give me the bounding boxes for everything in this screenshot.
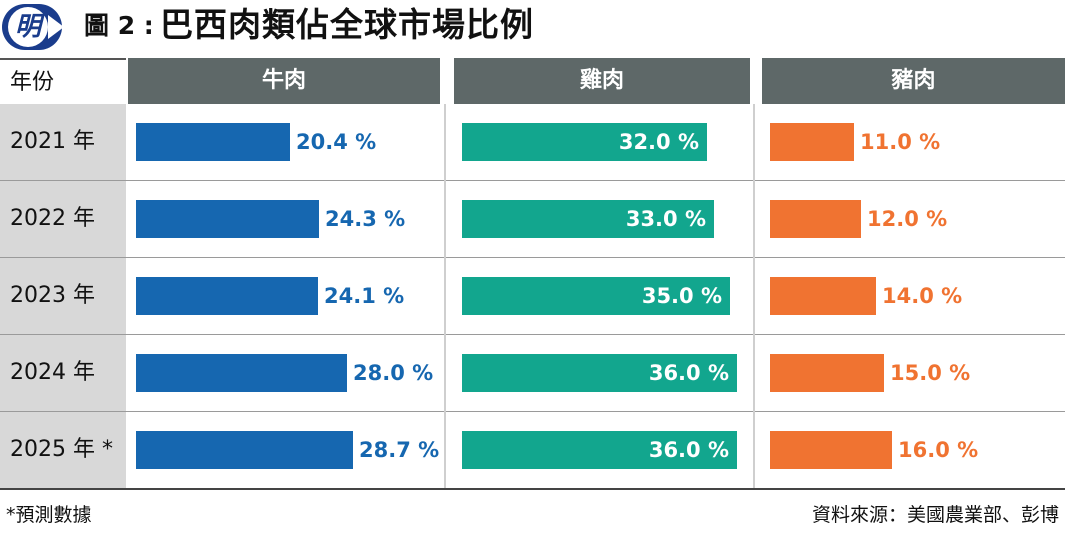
row-label: 2024 年 (10, 360, 95, 385)
beef-value-label: 24.3 % (325, 207, 406, 231)
chicken-bar (462, 431, 737, 469)
year-band (0, 335, 126, 411)
chicken-value-label: 33.0 % (625, 207, 706, 231)
beef-bar (136, 354, 347, 392)
beef-bar (136, 431, 353, 469)
pork-value-label: 11.0 % (860, 130, 941, 154)
pork-bar (770, 123, 854, 161)
table-bottom-rule (0, 488, 1065, 490)
beef-value-label: 28.0 % (353, 361, 434, 385)
row-label: 2023 年 (10, 283, 95, 308)
pork-value-label: 12.0 % (867, 207, 948, 231)
row-divider (0, 257, 1065, 258)
year-band (0, 104, 126, 180)
pork-value-label: 14.0 % (882, 284, 963, 308)
row-label: 2021 年 (10, 129, 95, 154)
beef-value-label: 24.1 % (324, 284, 405, 308)
figure-label: 圖 2 : (84, 11, 154, 40)
row-header-year: 年份 (0, 58, 126, 104)
pork-bar (770, 354, 884, 392)
chicken-value-label: 35.0 % (641, 284, 722, 308)
pork-bar (770, 200, 861, 238)
year-band (0, 181, 126, 257)
beef-value-label: 20.4 % (296, 130, 377, 154)
beef-bar (136, 123, 290, 161)
logo-char: 明 (14, 12, 41, 42)
column-header-beef: 牛肉 (128, 58, 440, 104)
chicken-bar (462, 354, 737, 392)
column-header-pork: 豬肉 (762, 58, 1065, 104)
beef-bar (136, 200, 319, 238)
pork-value-label: 16.0 % (898, 438, 979, 462)
publisher-logo: 明 (2, 4, 62, 50)
beef-bar (136, 277, 318, 315)
year-band (0, 258, 126, 334)
row-divider (0, 334, 1065, 335)
source-note: 資料來源：美國農業部、彭博 (811, 504, 1059, 526)
chicken-bar (462, 277, 730, 315)
pork-bar (770, 431, 892, 469)
chicken-bar (462, 123, 707, 161)
pork-value-label: 15.0 % (890, 361, 971, 385)
year-band (0, 412, 126, 488)
figure-header: 明 圖 2 : 巴西肉類佔全球市場比例 (0, 0, 1065, 56)
beef-value-label: 28.7 % (359, 438, 440, 462)
chicken-value-label: 36.0 % (648, 438, 729, 462)
row-label: 2025 年 * (10, 437, 113, 462)
row-divider (0, 180, 1065, 181)
pork-bar (770, 277, 876, 315)
chicken-value-label: 36.0 % (648, 361, 729, 385)
row-label: 2022 年 (10, 206, 95, 231)
column-divider (753, 104, 755, 488)
row-divider (0, 411, 1065, 412)
chart-title: 巴西肉類佔全球市場比例 (160, 5, 534, 44)
column-divider (444, 104, 446, 488)
chicken-bar (462, 200, 714, 238)
column-header-chicken: 雞肉 (454, 58, 750, 104)
chicken-value-label: 32.0 % (618, 130, 699, 154)
footnote: *預測數據 (6, 504, 92, 526)
